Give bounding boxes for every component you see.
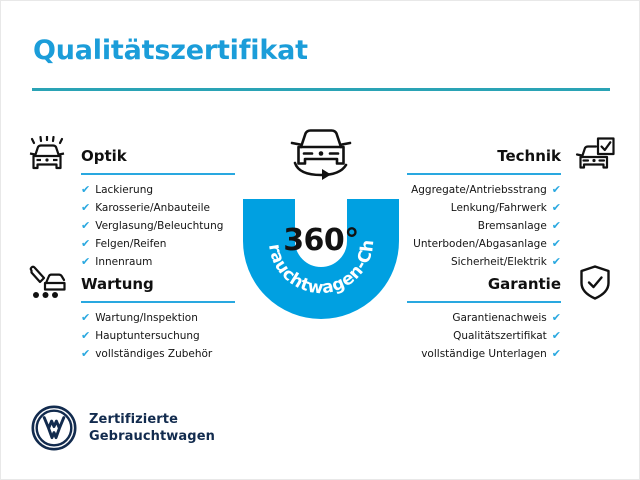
list-item-label: Garantienachweis — [452, 312, 547, 324]
gebrauchtwagen-check-badge: Gebrauchtwagen-Check 360° — [229, 119, 413, 319]
list-item: Lenkung/Fahrwerk ✔ — [407, 199, 561, 217]
list-item-label: Karosserie/Anbauteile — [95, 202, 210, 214]
wrench-car-service-icon — [23, 261, 71, 305]
list-item-label: Verglasung/Beleuchtung — [95, 220, 224, 232]
section-divider-garantie — [407, 301, 561, 303]
list-item-label: Aggregate/Antriebsstrang — [411, 184, 547, 196]
check-icon: ✔ — [551, 311, 561, 324]
section-title-garantie: Garantie — [487, 275, 561, 293]
list-item-label: Hauptuntersuchung — [95, 330, 200, 342]
check-icon: ✔ — [551, 237, 561, 250]
car-checkbox-icon — [571, 133, 619, 177]
list-item-label: Felgen/Reifen — [95, 238, 167, 250]
list-item: ✔ vollständiges Zubehör — [81, 345, 235, 363]
check-icon: ✔ — [551, 255, 561, 268]
list-item: Qualitätszertifikat ✔ — [407, 327, 561, 345]
title-divider — [32, 88, 610, 91]
check-icon: ✔ — [551, 201, 561, 214]
section-header-garantie: Garantie — [407, 261, 619, 309]
list-item: Sicherheit/Elektrik ✔ — [407, 253, 561, 271]
vw-footer-lockup: Zertifizierte Gebrauchtwagen — [31, 405, 215, 451]
list-item-label: Bremsanlage — [477, 220, 547, 232]
list-item: Unterboden/Abgasanlage ✔ — [407, 235, 561, 253]
list-item: ✔ Felgen/Reifen — [81, 235, 235, 253]
section-title-wartung: Wartung — [81, 275, 154, 293]
checklist-optik: ✔ Lackierung ✔ Karosserie/Anbauteile ✔ Verg… — [23, 181, 235, 271]
list-item-label: Lenkung/Fahrwerk — [450, 202, 547, 214]
section-header-wartung: Wartung — [23, 261, 235, 309]
check-icon: ✔ — [81, 329, 91, 342]
check-icon: ✔ — [81, 237, 91, 250]
checklist-technik: Aggregate/Antriebsstrang ✔ Lenkung/Fahrwe… — [407, 181, 619, 271]
check-icon: ✔ — [551, 329, 561, 342]
check-icon: ✔ — [81, 183, 91, 196]
section-header-technik: Technik — [407, 133, 619, 181]
badge-center-label: 360° — [283, 223, 359, 258]
list-item-label: Innenraum — [95, 256, 153, 268]
section-wartung: Wartung ✔ Wartung/Inspektion ✔ Hauptunters… — [23, 261, 235, 363]
section-divider-technik — [407, 173, 561, 175]
check-icon: ✔ — [81, 311, 91, 324]
list-item: Bremsanlage ✔ — [407, 217, 561, 235]
car-rotation-360-icon — [282, 119, 360, 181]
volkswagen-logo — [31, 405, 77, 451]
section-title-technik: Technik — [497, 147, 561, 165]
list-item: Aggregate/Antriebsstrang ✔ — [407, 181, 561, 199]
list-item-label: Qualitätszertifikat — [453, 330, 547, 342]
list-item: Garantienachweis ✔ — [407, 309, 561, 327]
check-icon: ✔ — [81, 255, 91, 268]
list-item-label: Sicherheit/Elektrik — [450, 256, 547, 268]
list-item: ✔ Karosserie/Anbauteile — [81, 199, 235, 217]
list-item: vollständige Unterlagen ✔ — [407, 345, 561, 363]
check-icon: ✔ — [81, 201, 91, 214]
section-title-optik: Optik — [81, 147, 127, 165]
check-icon: ✔ — [551, 183, 561, 196]
list-item: ✔ Verglasung/Beleuchtung — [81, 217, 235, 235]
section-garantie: Garantie Garantienachweis ✔ Qualitätszert… — [407, 261, 619, 363]
checklist-wartung: ✔ Wartung/Inspektion ✔ Hauptuntersuchung ✔… — [23, 309, 235, 363]
section-optik: Optik ✔ Lackierung ✔ Karosserie/Anbauteile… — [23, 133, 235, 271]
shield-check-icon — [571, 261, 619, 305]
vw-footer-line2: Gebrauchtwagen — [89, 429, 215, 444]
check-icon: ✔ — [551, 347, 561, 360]
list-item-label: Wartung/Inspektion — [95, 312, 198, 324]
vw-footer-line1: Zertifizierte — [89, 412, 179, 427]
section-technik: Technik Aggregate/Antriebsstrang ✔ Lenkun… — [407, 133, 619, 271]
check-icon: ✔ — [81, 347, 91, 360]
vw-footer-text: Zertifizierte Gebrauchtwagen — [89, 411, 215, 445]
list-item-label: vollständige Unterlagen — [421, 348, 547, 360]
page-title: Qualitätszertifikat — [33, 35, 308, 66]
car-headlights-icon — [23, 133, 71, 177]
checklist-garantie: Garantienachweis ✔ Qualitätszertifikat ✔ v… — [407, 309, 619, 363]
list-item-label: Unterboden/Abgasanlage — [413, 238, 547, 250]
list-item-label: Lackierung — [95, 184, 154, 196]
section-divider-wartung — [81, 301, 235, 303]
badge-ring: Gebrauchtwagen-Check — [236, 148, 399, 319]
list-item: ✔ Wartung/Inspektion — [81, 309, 235, 327]
check-icon: ✔ — [81, 219, 91, 232]
check-icon: ✔ — [551, 219, 561, 232]
list-item: ✔ Lackierung — [81, 181, 235, 199]
list-item-label: vollständiges Zubehör — [95, 348, 213, 360]
section-header-optik: Optik — [23, 133, 235, 181]
list-item: ✔ Hauptuntersuchung — [81, 327, 235, 345]
section-divider-optik — [81, 173, 235, 175]
list-item: ✔ Innenraum — [81, 253, 235, 271]
